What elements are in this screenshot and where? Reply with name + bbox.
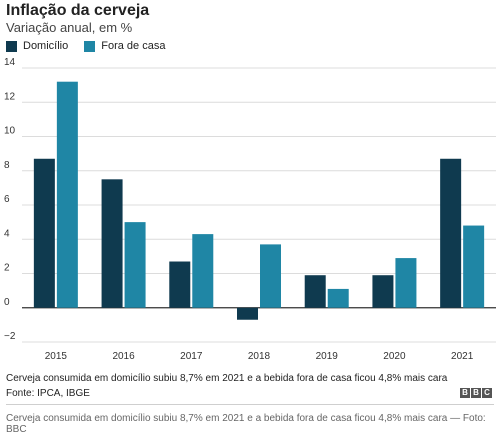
bar-domicilio-2019 [304, 275, 326, 308]
y-tick-label: 12 [4, 91, 16, 102]
y-tick-label: 10 [4, 126, 16, 137]
x-tick-label: 2016 [112, 351, 135, 362]
bar-fora-de-casa-2021 [463, 225, 485, 308]
y-tick-label: 2 [4, 263, 10, 274]
bar-domicilio-2018 [237, 307, 258, 320]
x-tick-label: 2021 [451, 351, 474, 362]
y-tick-label: 4 [4, 228, 10, 239]
y-tick-label: 8 [4, 160, 10, 171]
y-tick-label: 0 [4, 297, 10, 308]
bar-chart: −2 0 2 4 6 8 10 12 14 2015 2016 2017 2018 2019 2020 202… [4, 57, 496, 362]
bar-fora-de-casa-2017 [192, 234, 214, 308]
footer-divider [6, 404, 494, 405]
bbc-logo: B B C [460, 388, 492, 398]
y-tick-label: −2 [4, 331, 16, 342]
y-tick-label: 6 [4, 194, 10, 205]
x-tick-label: 2017 [180, 351, 203, 362]
bar-fora-de-casa-2016 [124, 222, 146, 308]
legend-swatch-domicilio [6, 40, 17, 52]
x-tick-label: 2020 [383, 351, 406, 362]
chart-subtitle: Variação anual, em % [6, 20, 133, 35]
chart-caption: Cerveja consumida em domicílio subiu 8,7… [6, 373, 448, 384]
x-tick-label: 2019 [316, 351, 339, 362]
y-tick-label: 14 [4, 57, 16, 68]
x-tick-label: 2015 [45, 351, 68, 362]
bar-fora-de-casa-2019 [327, 288, 349, 308]
bar-domicilio-2017 [169, 261, 191, 308]
photo-credit: Cerveja consumida em domicílio subiu 8,7… [6, 413, 486, 435]
legend-label-fora-de-casa: Fora de casa [101, 40, 166, 52]
legend-item-fora-de-casa: Fora de casa [84, 40, 165, 52]
bar-fora-de-casa-2015 [56, 81, 78, 308]
bbc-logo-letter: B [460, 388, 470, 398]
chart-title: Inflação da cerveja [6, 2, 150, 19]
legend-label-domicilio: Domicílio [23, 40, 69, 52]
bar-domicilio-2020 [372, 275, 394, 308]
bar-domicilio-2016 [101, 179, 123, 308]
bbc-logo-letter: B [471, 388, 481, 398]
legend-swatch-fora-de-casa [84, 40, 96, 52]
chart-source: Fonte: IPCA, IBGE [6, 388, 90, 399]
chart-legend: Domicílio Fora de casa [6, 40, 181, 52]
bar-fora-de-casa-2020 [395, 258, 417, 308]
bbc-logo-letter: C [482, 388, 492, 398]
bar-domicilio-2015 [33, 158, 55, 308]
bar-domicilio-2021 [440, 158, 462, 308]
x-tick-label: 2018 [248, 351, 271, 362]
legend-item-domicilio: Domicílio [6, 40, 68, 52]
bar-fora-de-casa-2018 [260, 244, 281, 308]
